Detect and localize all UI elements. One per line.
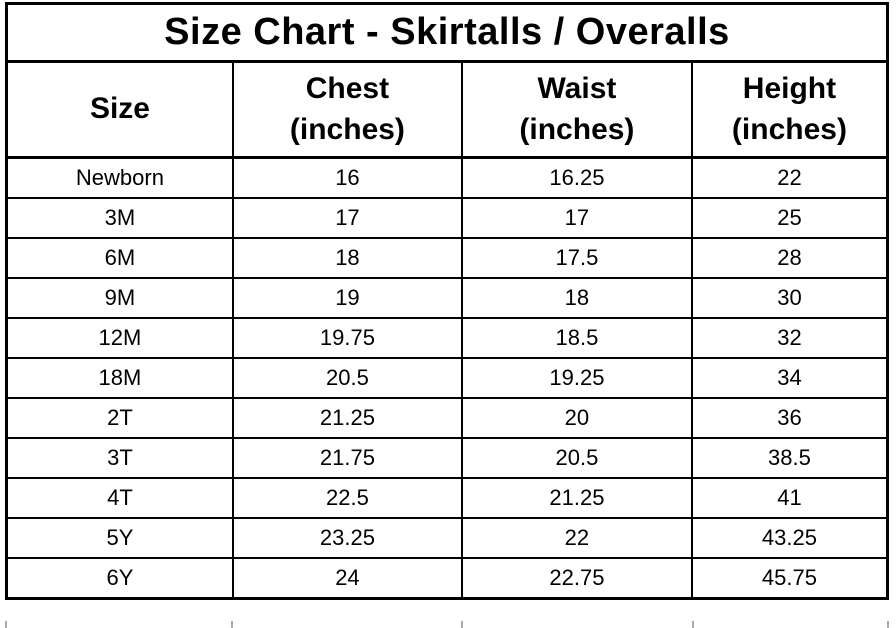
waist-cell: 19.25 (460, 357, 693, 399)
table-row-3m: 3M 17 17 25 (5, 197, 889, 239)
column-header-size-label: Size (89, 92, 150, 126)
waist-cell: 20.5 (460, 437, 693, 479)
chest-cell: 23.25 (231, 517, 463, 559)
size-cell: 2T (5, 397, 234, 439)
size-cell: Newborn (5, 156, 234, 199)
column-header-chest-unit: (inches) (289, 112, 405, 146)
height-cell: 22 (690, 156, 889, 199)
cropped-grid-line (692, 621, 694, 628)
height-cell: 30 (690, 277, 889, 319)
size-cell: 6Y (5, 557, 234, 600)
table-header-row: Size Chest (inches) Waist (inches) Heigh… (5, 60, 889, 159)
height-cell: 41 (690, 477, 889, 519)
column-header-height-label: Height (742, 72, 837, 106)
size-cell: 5Y (5, 517, 234, 559)
cropped-grid-line (461, 621, 463, 628)
column-header-size: Size (5, 60, 234, 159)
size-cell: 12M (5, 317, 234, 359)
column-header-waist: Waist (inches) (460, 60, 693, 159)
chest-cell: 17 (231, 197, 463, 239)
table-title-row: Size Chart - Skirtalls / Overalls (5, 2, 889, 63)
size-cell: 6M (5, 237, 234, 279)
height-cell: 36 (690, 397, 889, 439)
page-title: Size Chart - Skirtalls / Overalls (5, 2, 889, 63)
table-row-4t: 4T 22.5 21.25 41 (5, 477, 889, 519)
column-header-waist-unit: (inches) (519, 112, 635, 146)
table-row-6m: 6M 18 17.5 28 (5, 237, 889, 279)
size-chart-table: Size Chart - Skirtalls / Overalls Size C… (5, 2, 889, 600)
waist-cell: 18 (460, 277, 693, 319)
height-cell: 34 (690, 357, 889, 399)
table-row-18m: 18M 20.5 19.25 34 (5, 357, 889, 399)
chest-cell: 16 (231, 156, 463, 199)
chest-cell: 19.75 (231, 317, 463, 359)
height-cell: 38.5 (690, 437, 889, 479)
chest-cell: 21.75 (231, 437, 463, 479)
chest-cell: 21.25 (231, 397, 463, 439)
waist-cell: 22 (460, 517, 693, 559)
size-cell: 18M (5, 357, 234, 399)
height-cell: 32 (690, 317, 889, 359)
waist-cell: 17.5 (460, 237, 693, 279)
column-header-chest: Chest (inches) (231, 60, 463, 159)
column-header-height: Height (inches) (690, 60, 889, 159)
size-cell: 4T (5, 477, 234, 519)
chest-cell: 24 (231, 557, 463, 600)
waist-cell: 18.5 (460, 317, 693, 359)
waist-cell: 16.25 (460, 156, 693, 199)
chest-cell: 19 (231, 277, 463, 319)
table-row-3t: 3T 21.75 20.5 38.5 (5, 437, 889, 479)
table-row-6y: 6Y 24 22.75 45.75 (5, 557, 889, 600)
size-cell: 9M (5, 277, 234, 319)
table-row-12m: 12M 19.75 18.5 32 (5, 317, 889, 359)
height-cell: 25 (690, 197, 889, 239)
cropped-grid-line (231, 621, 233, 628)
cropped-grid-line (887, 621, 889, 628)
waist-cell: 20 (460, 397, 693, 439)
height-cell: 28 (690, 237, 889, 279)
table-row-newborn: Newborn 16 16.25 22 (5, 156, 889, 199)
height-cell: 43.25 (690, 517, 889, 559)
cropped-grid-line (5, 621, 7, 628)
waist-cell: 21.25 (460, 477, 693, 519)
size-cell: 3M (5, 197, 234, 239)
table-row-9m: 9M 19 18 30 (5, 277, 889, 319)
chest-cell: 22.5 (231, 477, 463, 519)
waist-cell: 17 (460, 197, 693, 239)
column-header-chest-label: Chest (305, 72, 390, 106)
column-header-height-unit: (inches) (731, 112, 847, 146)
size-cell: 3T (5, 437, 234, 479)
column-header-waist-label: Waist (537, 72, 617, 106)
waist-cell: 22.75 (460, 557, 693, 600)
table-row-2t: 2T 21.25 20 36 (5, 397, 889, 439)
height-cell: 45.75 (690, 557, 889, 600)
table-row-5y: 5Y 23.25 22 43.25 (5, 517, 889, 559)
chest-cell: 20.5 (231, 357, 463, 399)
chest-cell: 18 (231, 237, 463, 279)
